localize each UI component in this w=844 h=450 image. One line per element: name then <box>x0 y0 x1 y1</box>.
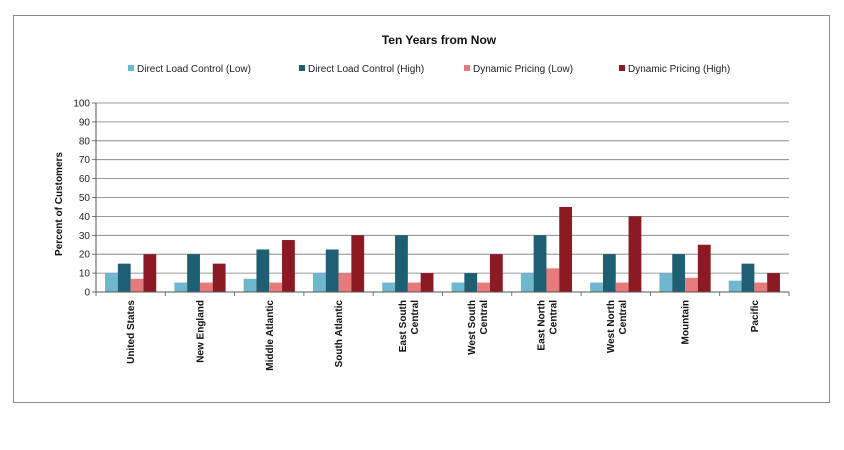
legend-swatch <box>464 65 470 71</box>
x-category-label-line: Middle Atlantic <box>265 300 276 371</box>
bar <box>602 254 616 292</box>
y-tick-label: 10 <box>79 269 91 280</box>
bar <box>559 206 573 292</box>
bar <box>256 249 270 292</box>
bar <box>395 235 408 292</box>
x-category-label: Middle Atlantic <box>265 300 276 371</box>
x-category-label-line: South Atlantic <box>334 300 345 368</box>
bar <box>754 282 768 292</box>
bar <box>685 277 698 292</box>
bar <box>407 282 421 292</box>
x-category-label: East NorthCentral <box>536 300 559 351</box>
bar <box>590 282 603 292</box>
x-axis-labels: United States New England Middle Atlantic S… <box>126 300 761 371</box>
x-category-label: Mountain <box>681 300 692 344</box>
bar <box>143 254 157 292</box>
legend-swatch <box>299 65 305 71</box>
bar <box>174 282 188 292</box>
legend: Direct Load Control (Low) Direct Load Con… <box>128 64 730 75</box>
x-category-label-line: Central <box>410 300 421 335</box>
bar <box>130 278 144 292</box>
bar <box>464 273 478 292</box>
x-category-label: New England <box>195 300 206 363</box>
bar <box>382 282 396 292</box>
bar <box>351 235 365 292</box>
y-axis-label: Percent of Customers <box>54 152 65 256</box>
x-category-label: Pacific <box>750 300 761 333</box>
bar <box>117 263 131 292</box>
bar <box>615 282 629 292</box>
bar <box>533 235 547 292</box>
bars <box>105 206 780 292</box>
gridlines <box>96 102 789 293</box>
y-tick-label: 20 <box>79 250 91 261</box>
x-category-label: West SouthCentral <box>467 300 490 355</box>
bar <box>187 254 200 292</box>
y-tick-label: 100 <box>73 99 90 110</box>
legend-label: Direct Load Control (Low) <box>137 64 251 75</box>
y-tick-label: 30 <box>79 231 91 242</box>
legend-label: Direct Load Control (High) <box>308 64 424 75</box>
y-tick-label: 60 <box>79 174 91 185</box>
x-category-label: East SouthCentral <box>398 300 421 352</box>
axes <box>95 103 790 296</box>
x-category-label-line: Pacific <box>750 300 761 333</box>
bar <box>659 273 673 292</box>
bar <box>741 263 755 292</box>
bar <box>520 273 534 292</box>
x-category-label-line: New England <box>195 300 206 363</box>
x-category-label-line: Mountain <box>681 300 692 344</box>
x-category-label-line: United States <box>126 300 137 364</box>
bar <box>282 240 295 292</box>
bar <box>672 254 686 292</box>
x-category-label: West NorthCentral <box>606 300 629 353</box>
bar <box>628 216 642 292</box>
bar <box>199 282 213 292</box>
bar <box>546 268 560 292</box>
bar <box>420 273 434 292</box>
legend-label: Dynamic Pricing (High) <box>628 64 730 75</box>
x-category-label-line: Central <box>479 300 490 335</box>
y-tick-label: 90 <box>79 117 91 128</box>
bar <box>489 254 503 292</box>
bar <box>728 280 742 292</box>
legend-swatch <box>619 65 625 71</box>
bar <box>697 244 711 292</box>
y-tick-label: 0 <box>84 288 90 299</box>
x-category-label-line: West South <box>467 300 478 355</box>
x-category-label-line: Central <box>548 300 559 335</box>
bar <box>105 273 118 292</box>
y-tick-label: 80 <box>79 136 91 147</box>
x-category-label-line: Central <box>618 300 629 335</box>
chart-frame: Ten Years from Now Direct Load Control (… <box>13 15 830 403</box>
chart-title: Ten Years from Now <box>382 33 497 47</box>
y-tick-label: 70 <box>79 155 91 166</box>
bar <box>338 273 352 292</box>
x-category-label-line: East North <box>536 300 547 351</box>
bar <box>477 282 490 292</box>
x-category-label: United States <box>126 300 137 364</box>
bar <box>312 273 326 292</box>
x-category-label: South Atlantic <box>334 300 345 368</box>
y-tick-label: 50 <box>79 193 91 204</box>
bar <box>269 282 283 292</box>
y-axis-ticks: 0 10 20 30 40 50 60 70 80 90 100 <box>73 99 96 299</box>
y-tick-label: 40 <box>79 212 91 223</box>
legend-label: Dynamic Pricing (Low) <box>473 64 573 75</box>
bar <box>212 263 226 292</box>
x-category-label-line: East South <box>398 300 409 352</box>
chart-svg: Ten Years from Now Direct Load Control (… <box>54 33 790 371</box>
bar <box>243 278 257 292</box>
bar <box>451 282 465 292</box>
bar <box>767 273 780 292</box>
legend-swatch <box>128 65 134 71</box>
bar <box>325 249 339 292</box>
x-category-label-line: West North <box>606 300 617 353</box>
